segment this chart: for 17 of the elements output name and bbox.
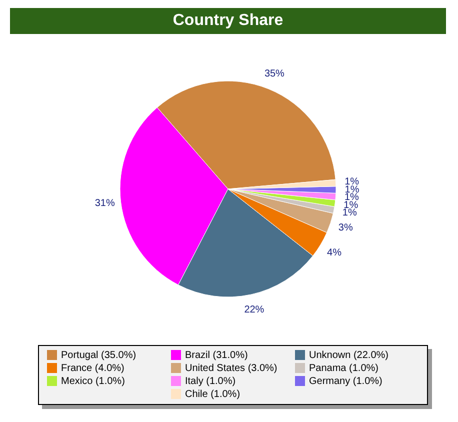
legend-label: Panama (1.0%) [309, 362, 380, 375]
data-label: 31% [94, 198, 115, 210]
legend-label: France (4.0%) [61, 362, 126, 375]
data-label: 22% [244, 304, 264, 316]
legend-label: Portugal (35.0%) [61, 349, 138, 362]
data-label: 4% [327, 247, 342, 258]
legend-label: United States (3.0%) [185, 362, 278, 375]
legend-label: Italy (1.0%) [185, 375, 237, 388]
data-label: 1% [342, 208, 357, 219]
data-label: 35% [264, 68, 285, 80]
legend-label: Germany (1.0%) [309, 375, 384, 388]
legend-label: Brazil (31.0%) [185, 349, 249, 362]
data-label: 3% [338, 222, 353, 234]
legend-label: Mexico (1.0%) [61, 375, 126, 388]
legend-label: Unknown (22.0%) [309, 349, 390, 362]
chart-title: Country Share [10, 8, 446, 34]
legend-label: Chile (1.0%) [185, 388, 242, 401]
